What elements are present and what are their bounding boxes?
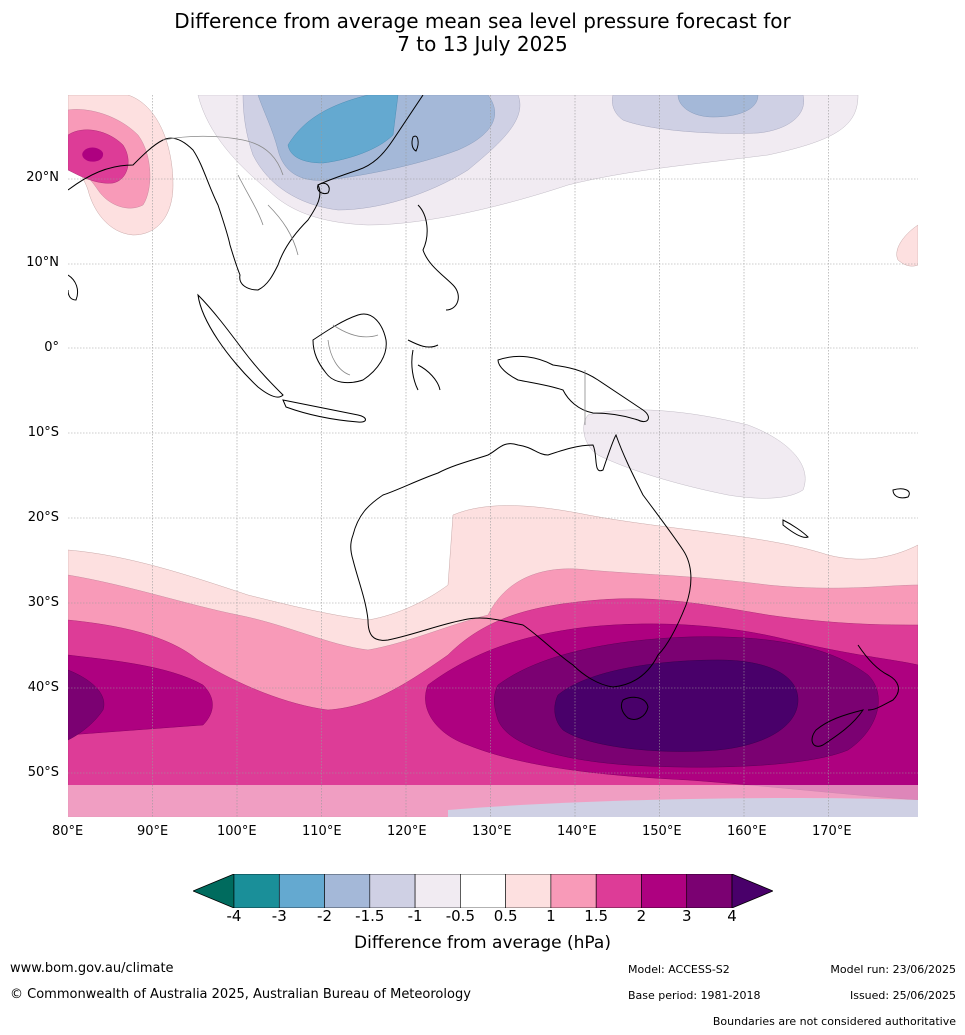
base-period: Base period: 1981-2018 xyxy=(628,989,761,1002)
lon-label-160e: 160°E xyxy=(727,824,767,839)
colorbar-tick-label: -3 xyxy=(271,907,287,925)
colorbar-cells xyxy=(193,874,773,908)
colorbar-cell xyxy=(278,874,325,908)
new-zealand-south-coast xyxy=(811,709,865,747)
colorbar-tick-label: 2 xyxy=(636,907,647,925)
lon-label-140e: 140°E xyxy=(557,824,597,839)
lon-label-90e: 90°E xyxy=(137,824,169,839)
java-coast xyxy=(282,399,366,423)
lat-label-0: 0° xyxy=(44,340,59,355)
new-caledonia-coast xyxy=(782,519,809,538)
anomaly-band-minus-0-5-pacific-south xyxy=(583,409,806,499)
borneo-boundary xyxy=(332,324,379,338)
colorbar xyxy=(193,874,773,908)
colorbar-cell xyxy=(369,874,416,908)
sumatra-coast xyxy=(197,293,284,398)
mainland-se-asia-boundaries xyxy=(162,135,299,256)
colorbar-cell xyxy=(414,874,461,908)
colorbar-cell xyxy=(550,874,597,908)
issued-date: Issued: 25/06/2025 xyxy=(849,989,956,1002)
pressure-anomaly-map xyxy=(68,95,918,817)
lat-label-20s: 20°S xyxy=(27,510,59,525)
colorbar-cell xyxy=(641,874,688,908)
lon-label-80e: 80°E xyxy=(52,824,84,839)
website-url[interactable]: www.bom.gov.au/climate xyxy=(10,961,174,976)
colorbar-tick-label: 3 xyxy=(681,907,692,925)
sri-lanka-coast xyxy=(68,274,79,301)
colorbar-label: Difference from average (hPa) xyxy=(354,933,611,953)
map-title: Difference from average mean sea level p… xyxy=(0,10,965,56)
lat-label-10s: 10°S xyxy=(27,425,59,440)
colorbar-cell xyxy=(233,874,280,908)
model-name: Model: ACCESS-S2 xyxy=(628,963,730,976)
lon-label-130e: 130°E xyxy=(472,824,512,839)
copyright-text: © Commonwealth of Australia 2025, Austra… xyxy=(10,987,471,1002)
philippines-coast xyxy=(417,204,459,311)
lon-label-150e: 150°E xyxy=(642,824,682,839)
title-line-1: Difference from average mean sea level p… xyxy=(174,9,791,33)
colorbar-cell xyxy=(460,874,506,908)
graticule xyxy=(68,95,918,817)
sulawesi-islands-boundary xyxy=(327,339,351,376)
colorbar-cell xyxy=(595,874,642,908)
anomaly-band-minus-0-5-far-south xyxy=(448,798,918,817)
lat-label-40s: 40°S xyxy=(27,680,59,695)
boundaries-disclaimer: Boundaries are not considered authoritat… xyxy=(712,1015,956,1028)
lat-label-30s: 30°S xyxy=(27,595,59,610)
colorbar-tick-label: 4 xyxy=(727,907,737,925)
colorbar-cell xyxy=(505,874,552,908)
colorbar-cell-high-extension xyxy=(731,874,773,908)
hainan-coast xyxy=(317,182,330,194)
colorbar-cell-low-extension xyxy=(193,874,235,908)
borneo-coast xyxy=(312,313,387,384)
colorbar-tick-label: 1 xyxy=(546,907,556,925)
taiwan-coast xyxy=(411,135,419,152)
anomaly-band-0-5-north-east xyxy=(896,224,918,267)
boundaries xyxy=(162,135,586,425)
colorbar-tick-label: -1 xyxy=(407,907,423,925)
colorbar-tick-label: -2 xyxy=(317,907,333,925)
new-zealand-north-coast xyxy=(857,644,899,711)
colorbar-cell xyxy=(686,874,733,908)
colorbar-tick-label: -1.5 xyxy=(355,907,385,925)
anomaly-band-minus-2-north xyxy=(287,95,399,164)
colorbar-cell xyxy=(324,874,371,908)
tasmania-coast xyxy=(620,696,649,720)
new-guinea-coast xyxy=(497,355,649,423)
colorbar-tick-label: 1.5 xyxy=(584,907,609,925)
australia-coast xyxy=(350,433,692,688)
lon-label-170e: 170°E xyxy=(812,824,852,839)
anomaly-band-2-north-west xyxy=(82,147,104,162)
model-run-date: Model run: 23/06/2025 xyxy=(830,963,956,976)
colorbar-tick-label: 0.5 xyxy=(493,907,518,925)
colorbar-tick-label: -4 xyxy=(226,907,242,925)
lat-label-20n: 20°N xyxy=(26,170,59,185)
lat-label-50s: 50°S xyxy=(27,765,59,780)
lon-label-120e: 120°E xyxy=(387,824,427,839)
coastlines xyxy=(68,95,910,747)
lon-label-100e: 100°E xyxy=(217,824,257,839)
lon-label-110e: 110°E xyxy=(302,824,342,839)
title-line-2: 7 to 13 July 2025 xyxy=(397,32,568,56)
map-svg xyxy=(68,95,918,817)
lat-label-10n: 10°N xyxy=(26,255,59,270)
anomaly-band-4-south xyxy=(554,659,799,752)
colorbar-tick-label: -0.5 xyxy=(445,907,475,925)
sulawesi-coast xyxy=(407,339,441,391)
fiji-coast xyxy=(892,488,910,499)
